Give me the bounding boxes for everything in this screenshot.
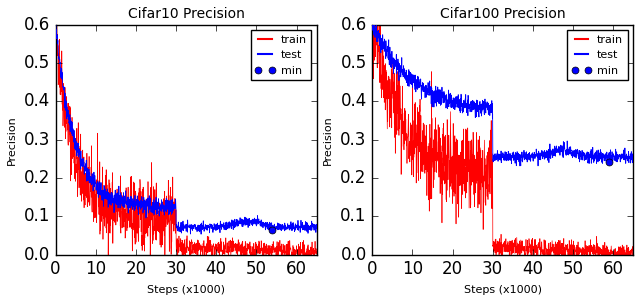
X-axis label: Steps (x1000): Steps (x1000) <box>147 285 225 295</box>
Y-axis label: Precision: Precision <box>6 115 17 165</box>
Title: Cifar10 Precision: Cifar10 Precision <box>127 7 244 21</box>
Title: Cifar100 Precision: Cifar100 Precision <box>440 7 566 21</box>
Legend: train, test, min: train, test, min <box>250 30 311 80</box>
Y-axis label: Precision: Precision <box>323 115 333 165</box>
Legend: train, test, min: train, test, min <box>567 30 628 80</box>
X-axis label: Steps (x1000): Steps (x1000) <box>464 285 542 295</box>
